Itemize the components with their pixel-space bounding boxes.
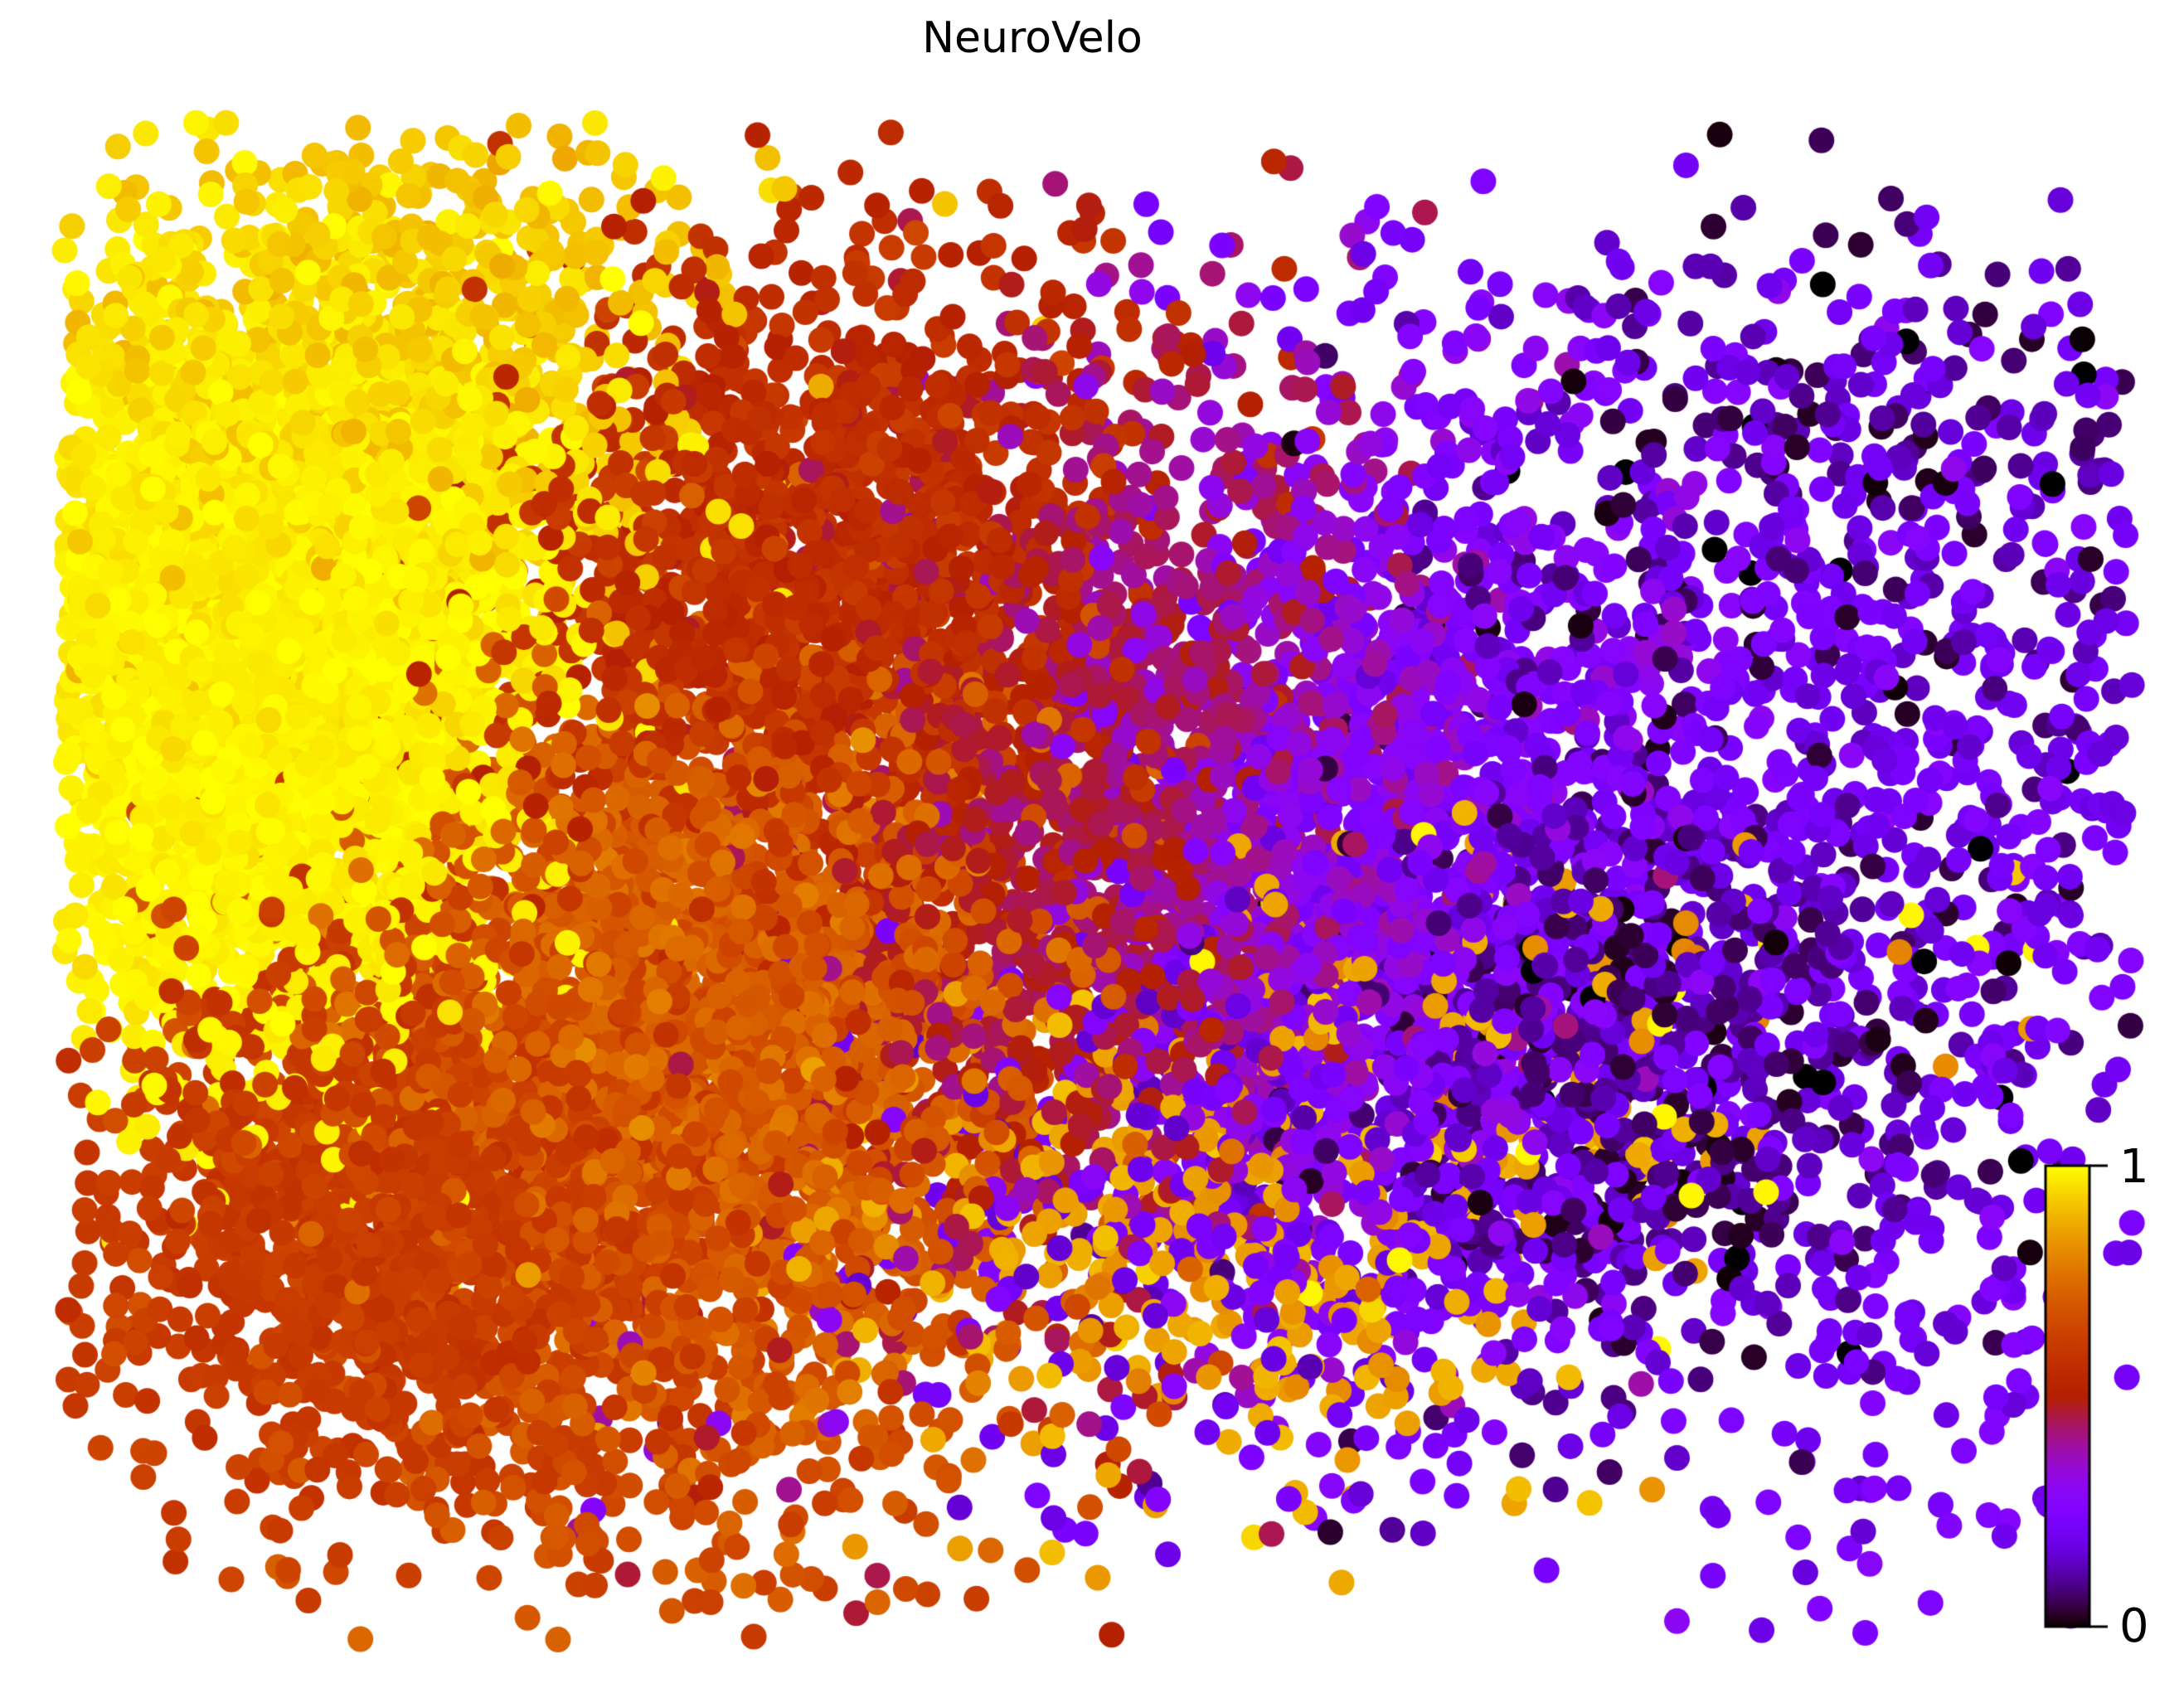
colorbar-tick-label-min: 0: [2119, 1599, 2149, 1653]
chart-title: NeuroVelo: [922, 13, 1143, 63]
colorbar-tick-label-max: 1: [2119, 1140, 2149, 1194]
